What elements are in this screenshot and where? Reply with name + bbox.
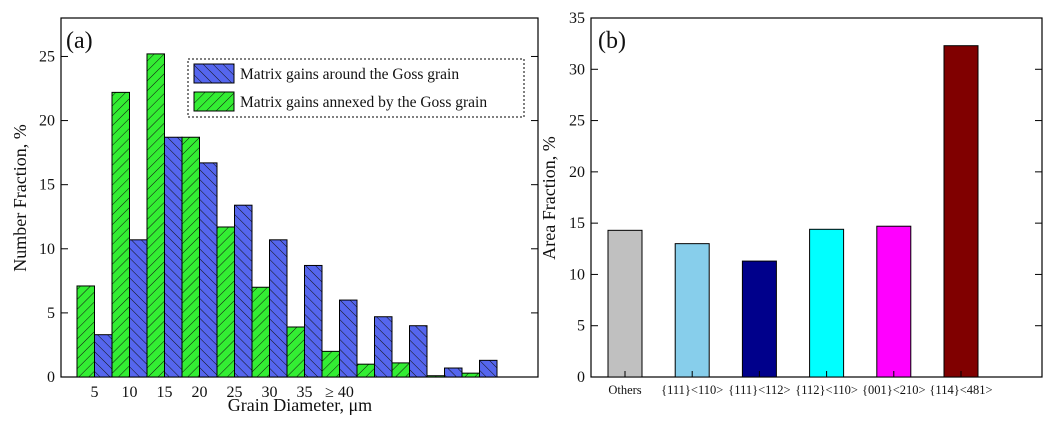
x-tick-label: {112}<110>: [795, 383, 858, 397]
y-tick-label: 15: [39, 177, 55, 194]
y-tick-label: 25: [569, 113, 585, 130]
x-tick-label: 25: [227, 384, 243, 401]
bar-2: [674, 243, 710, 378]
y-tick-label: 20: [39, 113, 55, 130]
bar-around-10: [409, 325, 428, 378]
chart-b: 0 5 10 15 20 25 30 35 Others {111}<110> {111}<112…: [539, 10, 1043, 397]
chart-a-panel-label: (a): [66, 28, 93, 54]
x-tick-label: 10: [122, 384, 138, 401]
x-tick-label: ≥ 40: [325, 384, 354, 401]
bar-annexed-8: [321, 350, 340, 378]
chart-b-panel-label: (b): [598, 28, 626, 54]
chart-b-bars: [607, 45, 979, 378]
x-tick-label: 35: [297, 384, 313, 401]
x-tick-label: 20: [192, 384, 208, 401]
y-tick-label: 0: [577, 369, 585, 386]
chart-b-y-ticks: 0 5 10 15 20 25 30 35: [569, 10, 1042, 386]
bar-annexed-3: [146, 53, 165, 378]
bar-around-11: [444, 367, 463, 378]
bar-annexed-4: [181, 136, 200, 378]
bar-3: [741, 260, 777, 378]
bar-1: [607, 229, 643, 378]
chart-a-bars: [76, 53, 498, 378]
y-tick-label: 15: [569, 215, 585, 232]
x-tick-label: {114}<481>: [929, 383, 992, 397]
legend-swatch-annexed: [193, 91, 235, 112]
chart-b-y-axis-label: Area Fraction, %: [539, 136, 559, 259]
y-tick-label: 10: [569, 266, 585, 283]
chart-a: 0 5 10 15 20 25 5 10 15 20 25 30 35 ≥ 40 (a) Grain D…: [10, 17, 539, 415]
chart-a-x-axis-label: Grain Diameter, μm: [228, 395, 372, 415]
legend-box: [187, 58, 525, 118]
bar-5: [876, 225, 912, 378]
bar-around-2: [129, 239, 148, 378]
bar-annexed-6: [251, 286, 270, 378]
bar-annexed-11: [426, 375, 445, 378]
bar-annexed-5: [216, 226, 235, 378]
x-tick-label: 5: [91, 384, 99, 401]
bar-4: [809, 228, 845, 378]
y-tick-label: 30: [569, 61, 585, 78]
chart-a-x-ticks: 5 10 15 20 25 30 35 ≥ 40: [91, 371, 354, 401]
bar-around-9: [374, 316, 393, 378]
bar-around-7: [304, 264, 323, 378]
x-tick-label: 15: [157, 384, 173, 401]
y-tick-label: 25: [39, 48, 55, 65]
x-tick-label: {111}<112>: [728, 383, 790, 397]
x-tick-label: Others: [608, 383, 641, 397]
y-tick-label: 35: [569, 10, 585, 27]
bar-annexed-7: [286, 326, 305, 378]
legend-label-annexed: Matrix gains annexed by the Goss grain: [240, 94, 487, 111]
bar-6: [943, 45, 979, 378]
chart-a-y-ticks: 0 5 10 15 20 25: [39, 48, 538, 386]
bar-around-3: [164, 136, 183, 378]
bar-annexed-2: [111, 91, 130, 378]
y-tick-label: 5: [577, 318, 585, 335]
bar-around-8: [339, 299, 358, 378]
chart-a-y-axis-label: Number Fraction, %: [10, 124, 30, 271]
chart-b-x-ticks: Others {111}<110> {111}<112> {112}<110> {001…: [608, 371, 993, 397]
y-tick-label: 20: [569, 164, 585, 181]
legend-label-around: Matrix gains around the Goss grain: [240, 66, 459, 83]
bar-annexed-9: [356, 363, 375, 378]
y-tick-label: 0: [47, 369, 55, 386]
bar-around-6: [269, 239, 288, 378]
x-tick-label: {111}<110>: [661, 383, 723, 397]
bar-annexed-12: [461, 372, 480, 378]
y-tick-label: 10: [39, 241, 55, 258]
bar-around-5: [234, 204, 253, 378]
bar-around-1: [94, 334, 113, 378]
bar-around-4: [199, 162, 218, 378]
y-tick-label: 5: [47, 305, 55, 322]
x-tick-label: {001}<210>: [862, 383, 926, 397]
x-tick-label: 30: [262, 384, 278, 401]
bar-annexed-10: [391, 362, 410, 378]
bar-annexed-1: [76, 285, 95, 378]
bar-around-12: [479, 359, 498, 378]
chart-a-legend: Matrix gains around the Goss grain Matri…: [187, 58, 525, 118]
legend-swatch-around: [193, 63, 235, 84]
